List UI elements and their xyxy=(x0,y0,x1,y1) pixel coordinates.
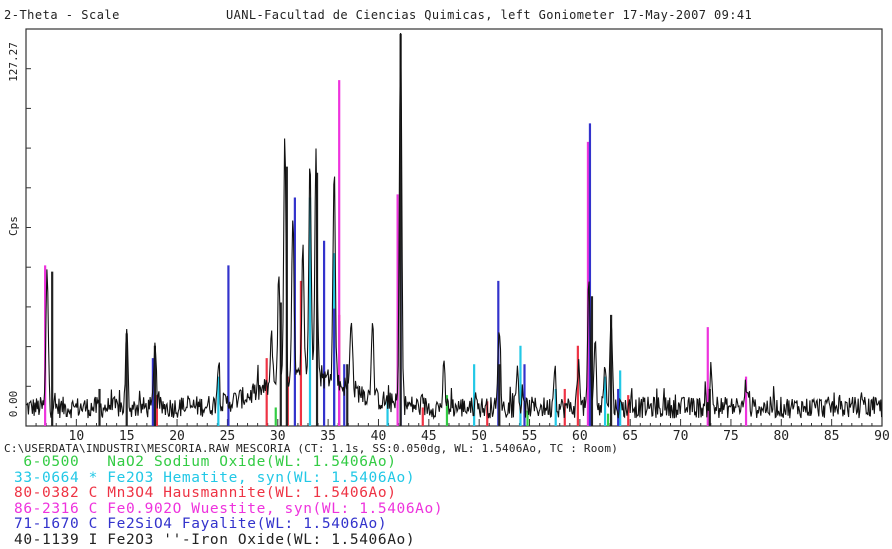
legend-row-86-2316: 86-2316 C Fe0.902O Wuestite, syn(WL: 1.5… xyxy=(14,500,444,517)
x-tick-label: 60 xyxy=(572,429,588,444)
y-tick-label-bottom: 0.00 xyxy=(7,391,20,418)
x-tick-label: 10 xyxy=(69,429,85,444)
legend-row-40-1139: 40-1139 I Fe2O3 ''-Iron Oxide(WL: 1.5406… xyxy=(14,531,416,548)
x-tick-label: 90 xyxy=(874,429,890,444)
tick-marks xyxy=(25,28,883,427)
legend-row-33-0664: 33-0664 * Fe2O3 Hematite, syn(WL: 1.5406… xyxy=(14,469,416,486)
reference-sticks xyxy=(44,33,748,426)
x-tick-label: 35 xyxy=(320,429,336,444)
x-scale-title: 2-Theta - Scale xyxy=(4,8,120,22)
x-tick-label: 40 xyxy=(371,429,387,444)
x-tick-label: 70 xyxy=(673,429,689,444)
x-tick-label: 55 xyxy=(522,429,538,444)
x-tick-label: 15 xyxy=(119,429,135,444)
y-axis-label: Cps xyxy=(7,216,20,236)
x-tick-label: 85 xyxy=(824,429,840,444)
axis-labels: 10 15 20 25 30 35 40 45 50 55 60 65 70 75 80 85 90 127.27… xyxy=(7,42,890,444)
x-tick-label: 50 xyxy=(471,429,487,444)
x-tick-label: 20 xyxy=(169,429,185,444)
x-tick-label: 45 xyxy=(421,429,437,444)
legend-row-71-1670: 71-1670 C Fe2SiO4 Fayalite(WL: 1.5406Ao) xyxy=(14,516,388,533)
x-tick-label: 25 xyxy=(220,429,236,444)
x-tick-label: 30 xyxy=(270,429,286,444)
phase-legend: 6-0500 NaO2 Sodium Oxide(WL: 1.5406Ao) 33… xyxy=(14,454,444,549)
legend-row-6-0500: 6-0500 NaO2 Sodium Oxide(WL: 1.5406Ao) xyxy=(14,454,397,470)
x-tick-label: 65 xyxy=(622,429,638,444)
measured-pattern-line xyxy=(25,32,883,420)
x-tick-label: 80 xyxy=(773,429,789,444)
legend-row-80-0382: 80-0382 C Mn3O4 Hausmannite(WL: 1.5406Ao… xyxy=(14,485,397,502)
instrument-header: UANL-Facultad de Ciencias Quimicas, left… xyxy=(226,8,753,22)
x-tick-label: 75 xyxy=(723,429,739,444)
y-tick-label-top: 127.27 xyxy=(7,42,20,82)
scan-file-info: C:\USERDATA\INDUSTRI\MESCORIA.RAW MESCOR… xyxy=(4,442,619,455)
